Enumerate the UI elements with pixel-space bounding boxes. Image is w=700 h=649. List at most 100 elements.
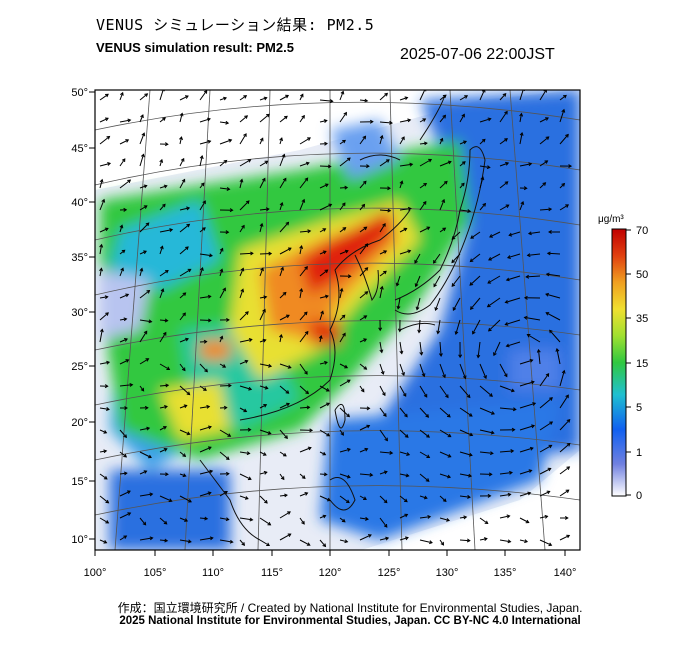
wind-vector-head — [287, 511, 291, 515]
wind-vector — [379, 223, 386, 233]
wind-vector — [119, 535, 127, 541]
wind-vector-head — [548, 207, 553, 212]
wind-vector — [472, 319, 481, 335]
wind-vector-head — [186, 206, 191, 211]
wind-vector — [199, 470, 213, 475]
wind-vector — [547, 252, 561, 255]
wind-vector — [399, 228, 407, 233]
wind-vector-head — [222, 364, 227, 368]
wind-vector-head — [186, 431, 191, 436]
wind-vector-head — [364, 291, 369, 295]
wind-vector-head — [469, 432, 474, 437]
wind-vector — [159, 159, 163, 167]
wind-vector-head — [123, 453, 128, 458]
wind-vector-head — [125, 359, 130, 363]
wind-vector — [451, 253, 461, 263]
wind-vector — [199, 537, 213, 541]
wind-vector — [119, 429, 127, 438]
wind-vector-head — [341, 518, 346, 523]
wind-vector — [419, 495, 428, 499]
wind-vector-head — [243, 95, 248, 99]
colorbar-scale — [611, 228, 627, 497]
wind-vector-head — [226, 317, 230, 322]
wind-vector-head — [364, 243, 369, 247]
wind-vector — [219, 517, 229, 521]
wind-vector — [279, 451, 287, 457]
wind-vector — [259, 138, 264, 145]
wind-vector-head — [383, 413, 387, 417]
wind-vector-head — [181, 367, 186, 372]
wind-vector — [179, 312, 186, 321]
wind-vector-head — [299, 245, 304, 249]
wind-vector — [379, 209, 391, 212]
wind-vector — [179, 224, 190, 233]
lat-tick-50: 50° — [71, 87, 88, 99]
wind-vector-head — [301, 520, 305, 525]
wind-vector-head — [262, 452, 267, 456]
wind-vector-head — [481, 90, 486, 93]
wind-vector-head — [414, 283, 419, 288]
wind-vector-head — [542, 182, 547, 186]
wind-vector-head — [461, 161, 466, 165]
wind-vector-head — [382, 392, 386, 397]
wind-vector-head — [340, 431, 344, 436]
wind-vector — [379, 363, 384, 375]
wind-vector-head — [342, 139, 346, 144]
lat-tick-labels: 50° 45° 40° 35° 30° 25° 20° 15° 10° — [71, 87, 88, 546]
wind-vector-head — [199, 155, 204, 160]
wind-vector-head — [509, 470, 513, 475]
wind-vector — [119, 338, 128, 343]
wind-vector — [259, 296, 267, 299]
wind-vector-head — [433, 283, 437, 288]
wind-vector-head — [489, 393, 493, 397]
wind-vector — [499, 204, 509, 211]
wind-vector-head — [180, 157, 185, 162]
wind-vector-head — [224, 490, 228, 495]
wind-vector — [219, 97, 227, 101]
wind-vector-head — [329, 99, 334, 104]
wind-vector-head — [549, 397, 553, 401]
wind-vector — [159, 319, 168, 322]
wind-vector-head — [143, 470, 148, 474]
wind-vector-head — [510, 388, 515, 393]
wind-vector — [279, 314, 290, 321]
wind-vector — [159, 185, 167, 189]
wind-vector-head — [206, 117, 211, 122]
wind-vector-head — [481, 138, 486, 143]
wind-vector — [479, 165, 490, 168]
wind-vector-head — [306, 542, 311, 546]
wind-vector-head — [284, 115, 288, 120]
wind-vector — [559, 183, 565, 189]
wind-vector-head — [546, 490, 551, 495]
wind-vector — [139, 205, 148, 211]
wind-vector-head — [528, 469, 533, 473]
wind-vector-head — [127, 490, 131, 494]
wind-vector-head — [264, 385, 269, 390]
wind-vector — [379, 93, 388, 101]
wind-vector-head — [344, 249, 349, 254]
wind-vector-head — [525, 519, 530, 524]
wind-vector-head — [531, 424, 536, 429]
copyright-line: 2025 National Institute for Environmenta… — [119, 615, 581, 627]
wind-vector — [479, 203, 486, 211]
wind-vector — [527, 334, 541, 343]
wind-vector-head — [207, 139, 212, 144]
wind-vector — [379, 135, 383, 145]
wind-vector — [439, 138, 443, 145]
wind-vector-head — [363, 338, 368, 342]
wind-vector — [519, 447, 534, 453]
wind-vector-head — [385, 159, 390, 163]
wind-vector — [299, 363, 308, 375]
wind-vector — [179, 385, 190, 395]
wind-vector — [455, 319, 461, 335]
wind-vector-head — [121, 158, 126, 163]
wind-vector — [299, 137, 311, 145]
wind-vector — [379, 537, 389, 541]
wind-vector — [219, 539, 233, 543]
wind-vector — [488, 319, 501, 332]
wind-vector — [219, 139, 232, 145]
wind-vector-head — [287, 533, 292, 537]
wind-vector-head — [510, 449, 515, 454]
wind-vector-head — [219, 247, 224, 252]
